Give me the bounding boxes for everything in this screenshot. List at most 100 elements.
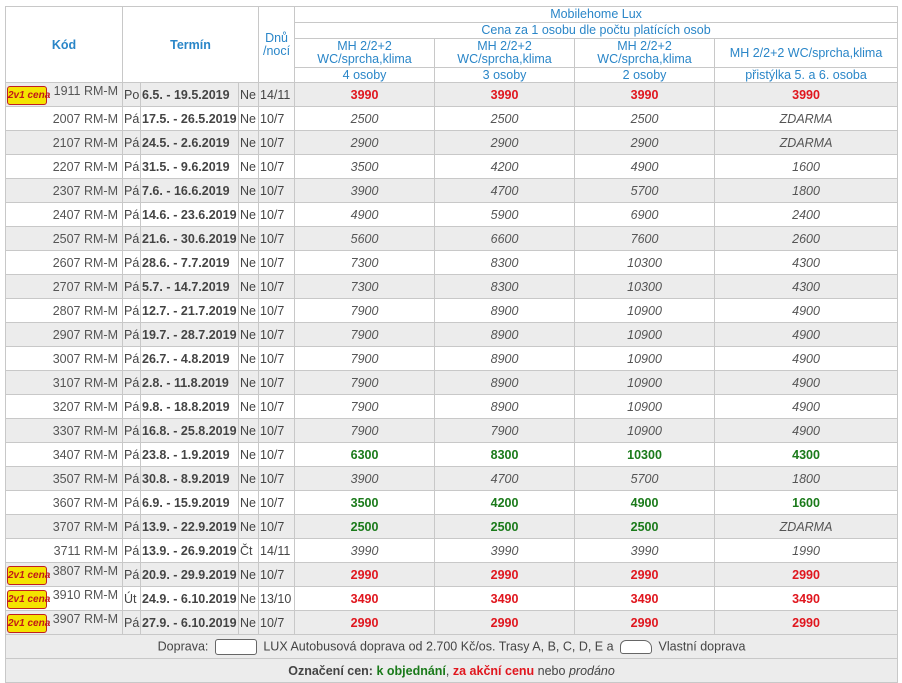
cell-price: 8900 xyxy=(434,346,576,371)
cell-day-from: Pá xyxy=(122,226,141,251)
cell-term: 6.9. - 15.9.2019 xyxy=(140,490,239,515)
cell-code: 2207 RM-M xyxy=(5,154,123,179)
header-col-persons: 2 osoby xyxy=(574,67,716,83)
cell-code: 3307 RM-M xyxy=(5,418,123,443)
car-icon xyxy=(620,639,653,654)
cell-price: 3500 xyxy=(294,154,436,179)
cell-term: 20.9. - 29.9.2019 xyxy=(140,562,239,587)
cell-nights: 10/7 xyxy=(258,178,296,203)
cell-term: 14.6. - 23.6.2019 xyxy=(140,202,239,227)
cell-price: 2990 xyxy=(574,562,716,587)
cell-day-from: Pá xyxy=(122,298,141,323)
table-row: 3711 RM-M Pá 13.9. - 26.9.2019 Čt 14/11 3990 3… xyxy=(5,538,899,563)
cell-day-from: Pá xyxy=(122,610,141,635)
cell-price: 4700 xyxy=(434,466,576,491)
cell-day-to: Ne xyxy=(237,106,260,131)
cell-term: 13.9. - 22.9.2019 xyxy=(140,514,239,539)
cell-nights: 10/7 xyxy=(258,274,296,299)
cell-term: 9.8. - 18.8.2019 xyxy=(140,394,239,419)
cell-day-to: Ne xyxy=(237,394,260,419)
table-row: 2407 RM-M Pá 14.6. - 23.6.2019 Ne 10/7 4900 59… xyxy=(5,202,899,227)
cell-code: 2107 RM-M xyxy=(5,130,123,155)
code-text: 3407 RM-M xyxy=(52,447,118,462)
cell-code: 3007 RM-M xyxy=(5,346,123,371)
cell-price: 2990 xyxy=(294,562,436,587)
table-row: 2v1 cena 1911 RM-M Po 6.5. - 19.5.2019 Ne 14/… xyxy=(5,82,899,107)
cell-price: ZDARMA xyxy=(714,106,899,131)
cell-code: 3207 RM-M xyxy=(5,394,123,419)
cell-price: 7600 xyxy=(574,226,716,251)
cell-price: 7900 xyxy=(294,418,436,443)
code-text: 3307 RM-M xyxy=(52,423,118,438)
cell-day-from: Pá xyxy=(122,466,141,491)
code-text: 2607 RM-M xyxy=(52,255,118,270)
cell-price: 2990 xyxy=(294,610,436,635)
legend-green: k objednání xyxy=(376,663,446,678)
cell-price: 1990 xyxy=(714,538,899,563)
cell-price: 2990 xyxy=(434,562,576,587)
cell-day-to: Ne xyxy=(237,250,260,275)
cell-day-from: Pá xyxy=(122,442,141,467)
cell-nights: 10/7 xyxy=(258,154,296,179)
cell-price: 3990 xyxy=(294,82,436,107)
cell-nights: 10/7 xyxy=(258,202,296,227)
header-col-type: MH 2/2+2 WC/sprcha,klima xyxy=(434,38,576,68)
cell-day-to: Ne xyxy=(237,82,260,107)
cell-day-from: Pá xyxy=(122,274,141,299)
cell-day-from: Po xyxy=(122,82,141,107)
table-row: 3507 RM-M Pá 30.8. - 8.9.2019 Ne 10/7 3900 470… xyxy=(5,466,899,491)
cell-price: 4300 xyxy=(714,274,899,299)
transport-info: Doprava: LUX Autobusová doprava od 2.700… xyxy=(4,634,899,659)
code-text: 3607 RM-M xyxy=(52,495,118,510)
cell-term: 7.6. - 16.6.2019 xyxy=(140,178,239,203)
cell-day-to: Ne xyxy=(237,610,260,635)
cell-price: 5600 xyxy=(294,226,436,251)
cell-price: 6600 xyxy=(434,226,576,251)
cell-price: 3990 xyxy=(574,82,716,107)
cell-day-to: Ne xyxy=(237,418,260,443)
cell-price: 2500 xyxy=(294,106,436,131)
code-text: 2007 RM-M xyxy=(52,111,118,126)
table-row: 2807 RM-M Pá 12.7. - 21.7.2019 Ne 10/7 7900 89… xyxy=(5,298,899,323)
code-text: 2907 RM-M xyxy=(52,327,118,342)
cell-price: 6900 xyxy=(574,202,716,227)
table-row: 3007 RM-M Pá 26.7. - 4.8.2019 Ne 10/7 7900 890… xyxy=(5,346,899,371)
transport-bus-text: LUX Autobusová doprava od 2.700 Kč/os. T… xyxy=(263,638,614,653)
cell-price: 7300 xyxy=(294,250,436,275)
cell-price: 2900 xyxy=(294,130,436,155)
cell-nights: 13/10 xyxy=(258,586,296,611)
cell-price: 7900 xyxy=(434,418,576,443)
cell-price: 3900 xyxy=(294,178,436,203)
cell-price: 10300 xyxy=(574,274,716,299)
table-row: 2207 RM-M Pá 31.5. - 9.6.2019 Ne 10/7 3500 420… xyxy=(5,154,899,179)
cell-nights: 10/7 xyxy=(258,514,296,539)
cell-nights: 10/7 xyxy=(258,298,296,323)
price-table: Kód Termín Dnů /nocí Mobilehome Lux Cena… xyxy=(4,6,899,683)
cell-price: 5700 xyxy=(574,178,716,203)
legend-sep: , xyxy=(445,663,450,678)
cell-price: 5900 xyxy=(434,202,576,227)
cell-nights: 10/7 xyxy=(258,466,296,491)
cell-code: 3507 RM-M xyxy=(5,466,123,491)
cell-price: 10900 xyxy=(574,346,716,371)
cell-price: 4900 xyxy=(574,154,716,179)
cell-price: 4300 xyxy=(714,250,899,275)
cell-price: 1800 xyxy=(714,178,899,203)
header-col-persons: 4 osoby xyxy=(294,67,436,83)
cell-term: 21.6. - 30.6.2019 xyxy=(140,226,239,251)
cell-nights: 10/7 xyxy=(258,490,296,515)
cell-price: 3490 xyxy=(434,586,576,611)
cell-price: 2500 xyxy=(294,514,436,539)
cell-price: ZDARMA xyxy=(714,130,899,155)
cell-day-to: Ne xyxy=(237,586,260,611)
cell-term: 12.7. - 21.7.2019 xyxy=(140,298,239,323)
table-row: 2607 RM-M Pá 28.6. - 7.7.2019 Ne 10/7 7300 830… xyxy=(5,250,899,275)
code-text: 2207 RM-M xyxy=(52,159,118,174)
cell-price: 3990 xyxy=(434,82,576,107)
cell-nights: 14/11 xyxy=(258,82,296,107)
cell-price: 4200 xyxy=(434,154,576,179)
table-row: 3407 RM-M Pá 23.8. - 1.9.2019 Ne 10/7 6300 830… xyxy=(5,442,899,467)
code-text: 3707 RM-M xyxy=(52,519,118,534)
cell-price: 4900 xyxy=(714,346,899,371)
table-row: 2v1 cena 3910 RM-M Út 24.9. - 6.10.2019 Ne 13… xyxy=(5,586,899,611)
